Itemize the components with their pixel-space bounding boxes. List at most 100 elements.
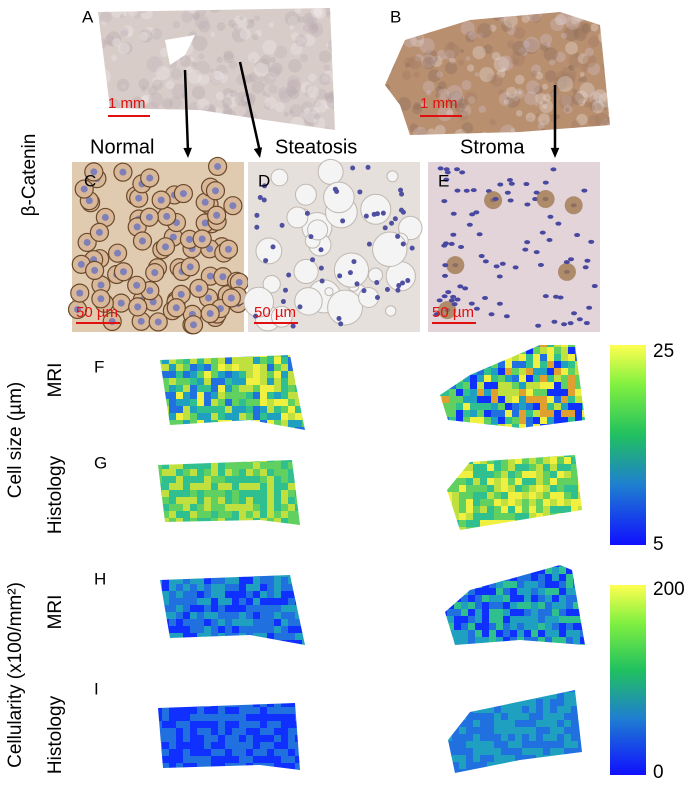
shape xyxy=(543,720,550,727)
shape xyxy=(267,633,274,640)
shape xyxy=(550,720,557,727)
shape xyxy=(302,647,309,654)
shape xyxy=(232,504,239,511)
shape xyxy=(273,45,288,59)
shape xyxy=(508,499,515,506)
shape xyxy=(260,504,267,511)
shape xyxy=(246,385,253,392)
shape xyxy=(306,16,314,24)
shape xyxy=(229,202,237,210)
shape xyxy=(550,492,557,499)
shape xyxy=(557,295,564,300)
shape xyxy=(211,763,218,770)
shape xyxy=(313,117,326,130)
shape xyxy=(210,70,224,85)
shape xyxy=(176,462,183,469)
shape xyxy=(281,462,288,469)
shape xyxy=(295,577,302,584)
shape xyxy=(401,12,413,20)
shape xyxy=(169,626,176,633)
shape xyxy=(505,347,512,354)
shape xyxy=(158,511,162,518)
shape xyxy=(281,640,288,645)
shape xyxy=(288,584,295,591)
shape xyxy=(288,577,295,584)
shape xyxy=(169,605,176,612)
shape xyxy=(320,74,329,83)
shape xyxy=(510,609,517,616)
shape xyxy=(169,749,176,756)
shape xyxy=(480,513,487,520)
shape xyxy=(206,310,214,318)
shape xyxy=(274,434,281,441)
shape xyxy=(538,602,545,609)
shape xyxy=(218,460,225,462)
shape xyxy=(246,511,253,518)
shape xyxy=(190,490,197,497)
shape xyxy=(442,410,449,417)
shape xyxy=(440,410,442,417)
shape xyxy=(158,497,162,504)
shape xyxy=(419,17,436,33)
shape xyxy=(547,382,554,389)
shape xyxy=(197,735,204,742)
shape xyxy=(466,64,475,72)
shape xyxy=(580,63,589,72)
shape xyxy=(487,706,494,713)
shape xyxy=(566,623,573,630)
panel-letter: G xyxy=(94,453,107,472)
shape xyxy=(522,769,529,773)
shape xyxy=(246,742,253,749)
shape xyxy=(211,371,218,378)
shape xyxy=(505,93,520,108)
shape xyxy=(98,52,103,62)
shape xyxy=(571,741,578,748)
shape xyxy=(325,11,332,18)
shape xyxy=(517,90,522,95)
shape xyxy=(529,727,536,734)
shape xyxy=(421,54,436,69)
shape xyxy=(239,490,246,497)
shape xyxy=(197,73,210,86)
shape xyxy=(260,385,267,392)
shape xyxy=(522,734,529,741)
shape xyxy=(281,406,288,413)
shape xyxy=(225,371,232,378)
shape xyxy=(522,506,529,513)
shape xyxy=(564,741,571,748)
shape xyxy=(239,756,246,763)
shape xyxy=(239,612,246,619)
shape xyxy=(196,98,210,112)
shape xyxy=(508,12,518,16)
shape xyxy=(493,264,500,269)
shape xyxy=(151,269,159,277)
shape xyxy=(222,102,230,110)
shape xyxy=(246,619,253,626)
shape xyxy=(547,417,554,424)
shape xyxy=(125,99,134,108)
shape xyxy=(281,647,288,654)
shape xyxy=(445,644,447,645)
shape xyxy=(262,39,277,55)
shape xyxy=(473,513,480,520)
shape xyxy=(239,427,246,430)
shape xyxy=(274,735,281,742)
shape xyxy=(281,476,288,483)
shape xyxy=(274,364,281,371)
shape xyxy=(540,389,547,396)
shape xyxy=(385,34,390,45)
shape xyxy=(253,584,260,591)
shape xyxy=(172,21,181,29)
shape xyxy=(546,237,553,242)
shape xyxy=(515,720,522,727)
shape xyxy=(274,385,281,392)
shape xyxy=(183,605,190,612)
shape xyxy=(533,347,540,354)
shape xyxy=(554,347,561,354)
shape xyxy=(385,127,391,135)
vessel xyxy=(165,35,195,65)
shape xyxy=(295,420,302,427)
shape xyxy=(302,511,309,518)
shape xyxy=(225,575,232,577)
shape xyxy=(536,499,543,506)
